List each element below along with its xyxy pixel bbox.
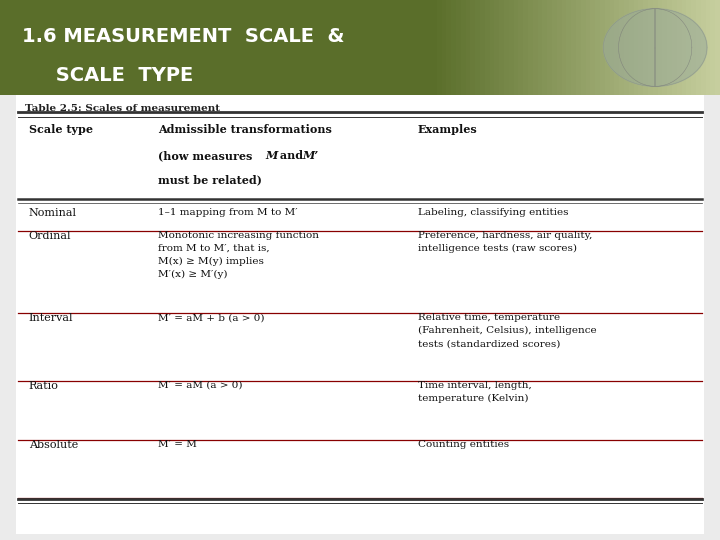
Bar — [509, 0, 515, 94]
Bar — [485, 0, 491, 94]
Bar — [691, 0, 698, 94]
Bar — [495, 0, 500, 94]
Bar — [576, 0, 582, 94]
Bar — [667, 0, 673, 94]
Bar — [451, 0, 457, 94]
Bar — [16, 95, 704, 534]
Bar — [686, 0, 693, 94]
Bar — [552, 0, 558, 94]
Bar — [461, 0, 467, 94]
Bar — [567, 0, 572, 94]
Text: and: and — [276, 150, 307, 161]
Bar — [542, 0, 549, 94]
Bar — [437, 0, 443, 94]
Text: M: M — [265, 150, 277, 161]
Text: Nominal: Nominal — [29, 208, 77, 218]
Bar — [513, 0, 520, 94]
Text: (how measures: (how measures — [158, 150, 256, 161]
Text: M′ = M: M′ = M — [158, 440, 197, 449]
Text: must be related): must be related) — [158, 174, 262, 185]
Bar — [648, 0, 654, 94]
Bar — [590, 0, 597, 94]
Text: M′ = aM + b (a > 0): M′ = aM + b (a > 0) — [158, 313, 265, 322]
Bar — [475, 0, 482, 94]
Bar — [677, 0, 683, 94]
Bar — [711, 0, 716, 94]
Bar — [653, 0, 659, 94]
Bar — [624, 0, 630, 94]
Bar — [0, 0, 432, 94]
Bar — [581, 0, 587, 94]
Bar — [480, 0, 486, 94]
Bar — [715, 0, 720, 94]
Bar — [432, 0, 438, 94]
Text: Absolute: Absolute — [29, 440, 78, 450]
Text: Scale type: Scale type — [29, 124, 93, 135]
Bar — [682, 0, 688, 94]
Text: 1.6 MEASUREMENT  SCALE  &: 1.6 MEASUREMENT SCALE & — [22, 27, 344, 46]
Bar — [504, 0, 510, 94]
Bar — [538, 0, 544, 94]
Text: SCALE  TYPE: SCALE TYPE — [22, 66, 193, 85]
Bar — [441, 0, 448, 94]
Text: M’: M’ — [302, 150, 319, 161]
Bar — [490, 0, 496, 94]
Bar — [518, 0, 525, 94]
Bar — [643, 0, 649, 94]
Text: M′ = aM (a > 0): M′ = aM (a > 0) — [158, 381, 243, 390]
Bar — [614, 0, 621, 94]
Bar — [610, 0, 616, 94]
Text: Ordinal: Ordinal — [29, 231, 71, 241]
Bar — [696, 0, 702, 94]
Bar — [595, 0, 601, 94]
Circle shape — [603, 9, 707, 86]
Bar — [619, 0, 626, 94]
Text: Counting entities: Counting entities — [418, 440, 509, 449]
Bar — [533, 0, 539, 94]
Text: Admissible transformations: Admissible transformations — [158, 124, 332, 135]
Bar — [446, 0, 453, 94]
Bar — [629, 0, 635, 94]
Bar — [571, 0, 577, 94]
Text: Table 2.5: Scales of measurement: Table 2.5: Scales of measurement — [25, 104, 220, 113]
Bar — [547, 0, 554, 94]
Text: Examples: Examples — [418, 124, 477, 135]
Bar — [605, 0, 611, 94]
Bar — [557, 0, 563, 94]
Bar — [585, 0, 592, 94]
Bar — [600, 0, 606, 94]
Text: Interval: Interval — [29, 313, 73, 323]
Bar — [662, 0, 669, 94]
Text: Time interval, length,
temperature (Kelvin): Time interval, length, temperature (Kelv… — [418, 381, 531, 403]
Text: Labeling, classifying entities: Labeling, classifying entities — [418, 208, 568, 217]
Text: Preference, hardness, air quality,
intelligence tests (raw scores): Preference, hardness, air quality, intel… — [418, 231, 592, 253]
Bar — [657, 0, 664, 94]
Bar — [672, 0, 678, 94]
Bar — [528, 0, 534, 94]
Bar — [562, 0, 568, 94]
Text: 1–1 mapping from M to M′: 1–1 mapping from M to M′ — [158, 208, 298, 217]
Text: Relative time, temperature
(Fahrenheit, Celsius), intelligence
tests (standardiz: Relative time, temperature (Fahrenheit, … — [418, 313, 596, 348]
Text: Monotonic increasing function
from M to M′, that is,
M(x) ≥ M(y) implies
M′(x) ≥: Monotonic increasing function from M to … — [158, 231, 320, 279]
Bar — [470, 0, 477, 94]
Bar — [466, 0, 472, 94]
Bar — [634, 0, 640, 94]
Bar — [706, 0, 712, 94]
Bar — [456, 0, 462, 94]
Bar — [639, 0, 644, 94]
Text: Ratio: Ratio — [29, 381, 58, 391]
Bar — [523, 0, 529, 94]
Bar — [701, 0, 707, 94]
Bar — [499, 0, 505, 94]
